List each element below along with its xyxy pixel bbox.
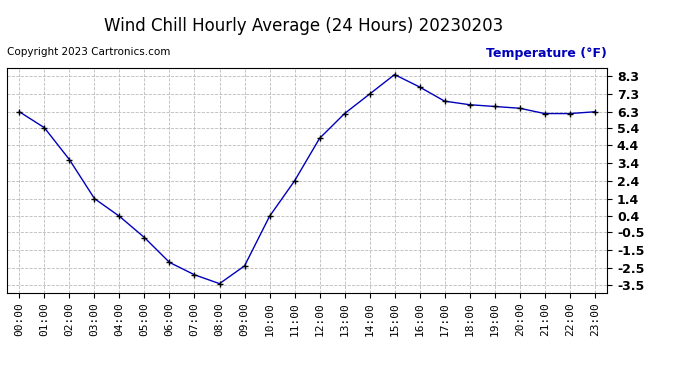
Text: Copyright 2023 Cartronics.com: Copyright 2023 Cartronics.com [7, 47, 170, 57]
Text: Wind Chill Hourly Average (24 Hours) 20230203: Wind Chill Hourly Average (24 Hours) 202… [104, 17, 503, 35]
Text: Temperature (°F): Temperature (°F) [486, 47, 607, 60]
